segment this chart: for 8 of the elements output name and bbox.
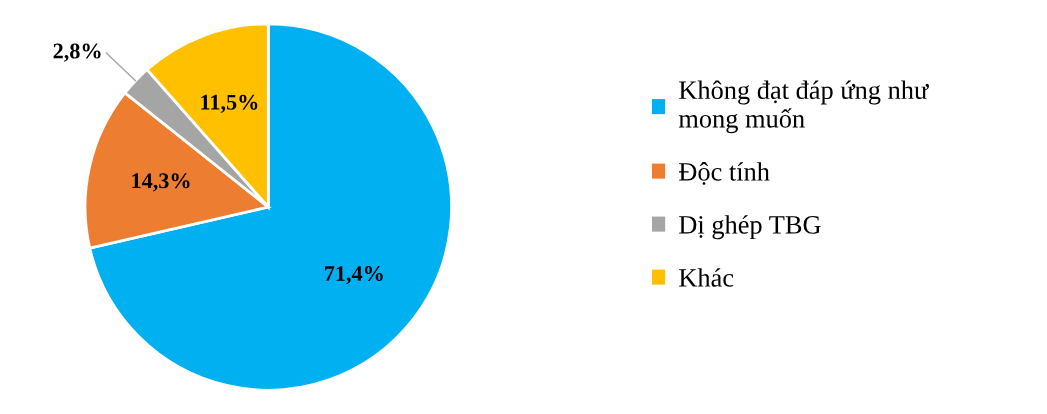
legend-label: Độc tính xyxy=(679,162,770,185)
data-label: 2,8% xyxy=(53,43,101,62)
data-label: 11,5% xyxy=(201,94,258,113)
legend-label: Khác xyxy=(679,268,734,287)
data-label: 14,3% xyxy=(132,173,190,192)
legend-label: Không đạt đáp ứng như mong muốn xyxy=(678,80,929,134)
legend-label: Dị ghép TBG xyxy=(679,215,821,240)
data-label: 71,4% xyxy=(325,266,383,285)
